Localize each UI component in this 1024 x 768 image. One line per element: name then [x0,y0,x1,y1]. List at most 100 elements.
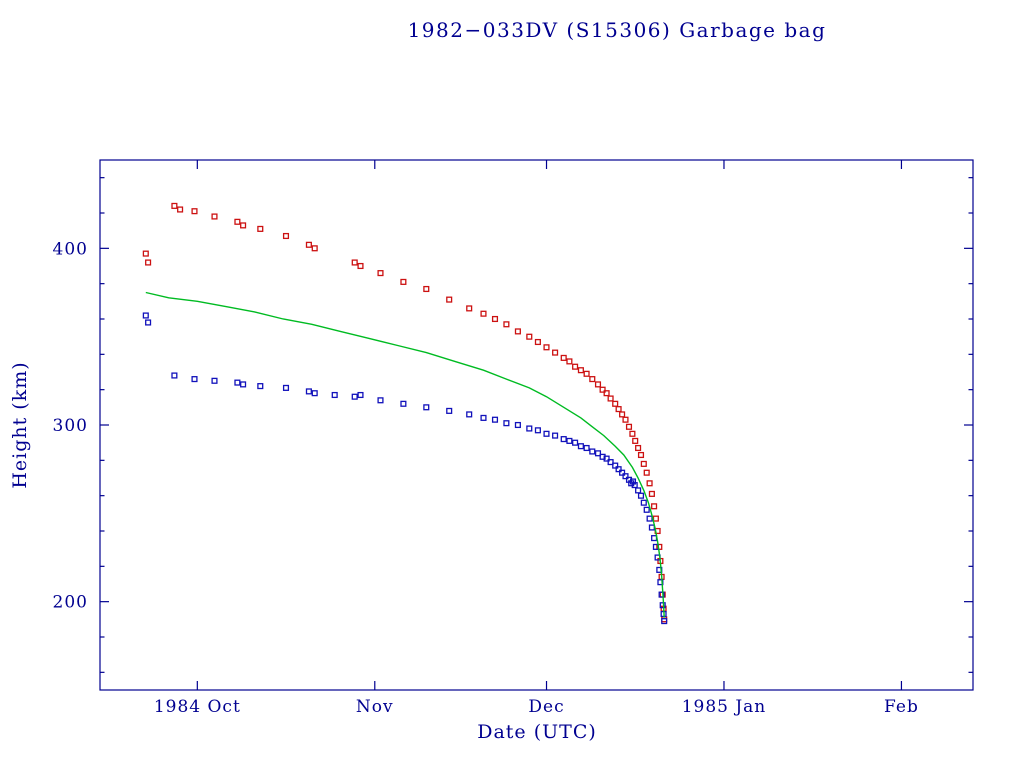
x-tick-label: Nov [356,697,394,717]
perigee-height-marker [351,393,358,400]
perigee-height-marker [305,388,312,395]
x-tick-label: 1985 Jan [682,697,767,717]
apogee-height-marker [480,310,487,317]
apogee-height-marker [191,208,198,215]
perigee-height-marker [240,381,247,388]
perigee-height-marker [534,427,541,434]
perigee-height-marker [311,390,318,397]
perigee-height-marker [543,430,550,437]
perigee-height-marker [211,377,218,384]
apogee-height-marker [648,490,655,497]
perigee-height-marker [282,384,290,391]
perigee-height-marker [377,397,384,404]
perigee-height-marker [658,591,665,598]
perigee-height-marker [357,391,364,399]
x-tick-label: Dec [528,697,564,717]
apogee-height-marker [552,349,559,356]
perigee-height-marker [423,404,430,411]
perigee-height-marker [526,425,533,432]
apogee-height-marker [526,333,533,340]
perigee-height-marker [560,436,567,443]
perigee-height-marker [491,416,499,423]
apogee-height-marker [583,370,590,377]
perigee-height-marker [566,437,573,444]
apogee-height-marker [643,469,650,476]
apogee-height-marker [589,376,596,383]
apogee-height-marker [211,213,218,220]
x-tick-label: Feb [884,697,919,717]
perigee-height-marker [622,473,629,480]
perigee-height-marker [171,372,178,379]
perigee-height-marker [646,515,653,522]
apogee-height-marker [446,296,453,303]
perigee-height-marker [572,439,579,446]
perigee-height-marker [657,579,664,586]
apogee-height-marker [599,386,606,393]
perigee-height-marker [640,499,647,506]
perigee-height-marker [603,455,610,462]
apogee-height-marker [377,270,384,277]
perigee-height-marker [635,487,642,494]
apogee-height-marker [491,315,499,323]
apogee-height-marker [577,367,584,374]
perigee-height-marker [480,414,487,421]
apogee-height-marker [351,259,358,266]
apogee-height-marker [619,411,626,418]
apogee-height-marker [632,437,639,444]
perigee-height-marker [503,420,510,427]
apogee-height-marker [145,259,152,266]
apogee-height-marker [625,423,633,430]
perigee-height-marker [661,618,668,625]
perigee-height-marker [612,462,619,469]
apogee-height-marker [646,480,653,487]
apogee-height-marker [640,460,647,467]
apogee-height-marker [566,358,573,365]
perigee-height-marker [331,391,338,399]
apogee-height-marker [240,222,247,229]
apogee-height-marker [607,395,614,402]
apogee-height-marker [142,250,149,257]
perigee-height-marker [619,469,626,476]
y-tick-label: 300 [53,416,88,436]
apogee-height-marker [423,285,430,293]
apogee-height-marker [466,305,473,312]
perigee-height-marker [659,602,666,609]
plot-frame [99,159,974,691]
perigee-height-marker [191,376,198,383]
perigee-height-marker [631,482,638,489]
apogee-height-marker [652,515,659,522]
perigee-height-marker [514,421,521,429]
apogee-height-marker [572,363,579,370]
perigee-height-marker [234,379,241,386]
apogee-height-marker [234,218,241,225]
perigee-height-marker [643,506,650,513]
apogee-height-marker [594,381,602,388]
perigee-height-marker [257,383,264,390]
series-apogee-height [142,202,668,623]
perigee-height-marker [577,443,584,450]
apogee-height-marker [357,262,364,270]
apogee-height-marker [603,390,610,397]
series-model-mean-height [145,291,665,618]
apogee-height-marker [400,278,407,285]
apogee-height-marker [543,344,550,351]
perigee-height-marker [615,466,622,473]
apogee-height-marker [635,444,642,452]
apogee-height-marker [560,354,567,361]
apogee-height-marker [612,400,619,407]
apogee-height-marker [257,225,264,232]
perigee-height-marker [142,312,149,319]
y-tick-label: 400 [53,239,88,259]
perigee-height-marker [583,444,590,452]
perigee-height-marker [648,524,655,531]
x-axis-label: Date (UTC) [477,721,597,743]
series-perigee-height [142,312,668,625]
apogee-height-marker [514,328,521,335]
apogee-height-marker [171,202,178,209]
x-tick-label: 1984 Oct [154,697,241,717]
apogee-height-marker [503,321,510,328]
perigee-height-marker [400,400,407,407]
perigee-height-marker [594,450,602,457]
